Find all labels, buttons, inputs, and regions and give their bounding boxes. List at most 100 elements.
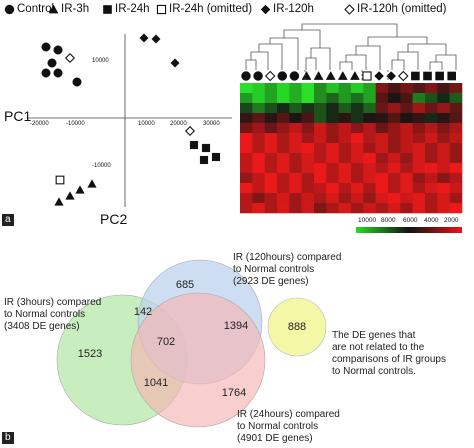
heatmap-cell	[375, 103, 389, 114]
legend-label: Control	[17, 3, 55, 15]
heatmap-cell	[400, 193, 413, 204]
heatmap-cell	[412, 83, 426, 94]
region-only-3h: 1523	[77, 348, 103, 360]
heatmap-cell	[240, 103, 253, 114]
set-label-line: IR (120hours) compared	[233, 252, 342, 263]
heatmap-cell	[314, 93, 327, 104]
heatmap-cell	[277, 193, 290, 204]
heatmap-cell	[338, 203, 352, 214]
pca-sample-point	[139, 33, 149, 43]
heatmap-cell	[326, 143, 339, 154]
heatmap-cell	[264, 163, 278, 174]
heatmap-cell	[289, 153, 302, 164]
region-all-three: 702	[156, 336, 176, 348]
heatmap-cell	[437, 163, 450, 174]
heatmap-cell	[351, 93, 364, 104]
dendrogram-branch	[245, 59, 257, 70]
heatmap-cell	[437, 133, 450, 144]
dendrogram-branch	[269, 37, 299, 70]
heatmap-cell	[252, 173, 265, 184]
heatmap-cell	[425, 93, 438, 104]
heatmap-cell	[338, 113, 352, 124]
set-label-24h: IR (24hours) compared to Normal controls…	[237, 409, 340, 445]
scale-tick-label: 2000	[444, 217, 459, 224]
heatmap-cell	[363, 203, 376, 214]
heatmap-cell	[240, 133, 253, 144]
heatmap-cell	[375, 203, 389, 214]
legend: Control IR-3h IR-24h IR-24h (omitted) IR-120…	[2, 3, 474, 19]
dendrogram	[245, 23, 457, 70]
heatmap-cell	[240, 203, 253, 214]
heatmap-cell	[363, 133, 376, 144]
heatmap-cell	[326, 193, 339, 204]
region-3h-24h: 1041	[143, 377, 169, 389]
heatmap-cell	[289, 103, 302, 114]
heatmap-cell	[449, 173, 463, 184]
legend-marker	[4, 4, 15, 14]
heatmap-cell	[351, 133, 364, 144]
pc2-label: PC2	[100, 211, 128, 227]
heatmap-cell	[400, 153, 413, 164]
heatmap-cell	[326, 203, 339, 214]
heatmap-cell	[277, 103, 290, 114]
heatmap-sample-marker	[277, 71, 288, 81]
scale-tick-label: 8000	[381, 217, 396, 224]
set-label-line: IR (24hours) compared	[237, 409, 340, 420]
heatmap-cell	[449, 133, 463, 144]
heatmap-cell	[301, 163, 315, 174]
heatmap-cell	[412, 123, 426, 134]
heatmap-cell	[314, 113, 327, 124]
heatmap-cell	[412, 163, 426, 174]
heatmap-cell	[412, 203, 426, 214]
heatmap-cell	[449, 113, 463, 124]
heatmap-cell	[425, 173, 438, 184]
heatmap-cell	[338, 143, 352, 154]
dendrogram-branch	[283, 29, 321, 48]
heatmap-cell	[388, 183, 401, 194]
x-tick-label: 20000	[170, 121, 187, 127]
heatmap-cell	[351, 173, 364, 184]
set-label-line: (2923 DE genes)	[233, 276, 309, 287]
heatmap-cell	[301, 183, 315, 194]
heatmap-cell	[351, 193, 364, 204]
heatmap-cell	[338, 103, 352, 114]
pca-plot	[28, 33, 232, 207]
heatmap-cell	[240, 83, 253, 94]
heatmap-cell	[326, 123, 339, 134]
heatmap-cell	[314, 163, 327, 174]
dendrogram-branch	[391, 59, 405, 70]
heatmap-cell	[277, 93, 290, 104]
heatmap-sample-marker	[264, 70, 276, 82]
heatmap-cell	[425, 113, 438, 124]
pca-sample-point	[64, 52, 76, 64]
heatmap-cell	[252, 163, 265, 174]
legend-label: IR-120h (omitted)	[357, 3, 447, 15]
heatmap-cell	[326, 113, 339, 124]
heatmap-cell	[449, 193, 463, 204]
heatmap-cell	[326, 183, 339, 194]
heatmap-cell	[277, 153, 290, 164]
heatmap-cell	[375, 143, 389, 154]
heatmap-cell	[449, 103, 463, 114]
legend-label: IR-120h	[273, 3, 314, 15]
heatmap-cell	[351, 183, 364, 194]
pca-sample-point	[41, 42, 51, 52]
heatmap-cell	[301, 133, 315, 144]
heatmap-cell	[252, 183, 265, 194]
heatmap-cell	[252, 123, 265, 134]
heatmap-cell	[252, 103, 265, 114]
dendrogram-branch	[435, 54, 457, 70]
heatmap-cell	[412, 153, 426, 164]
heatmap-cell	[252, 193, 265, 204]
scale-tick-label: 6000	[403, 217, 418, 224]
dendrogram-branch	[397, 51, 419, 70]
y-tick-label: 10000	[92, 58, 109, 64]
legend-marker	[344, 3, 355, 15]
heatmap-cell	[301, 103, 315, 114]
heatmap-cell	[264, 183, 278, 194]
heatmap-cell	[338, 123, 352, 134]
heatmap-cell	[400, 203, 413, 214]
heatmap-cell	[412, 143, 426, 154]
heatmap-cell	[363, 103, 376, 114]
